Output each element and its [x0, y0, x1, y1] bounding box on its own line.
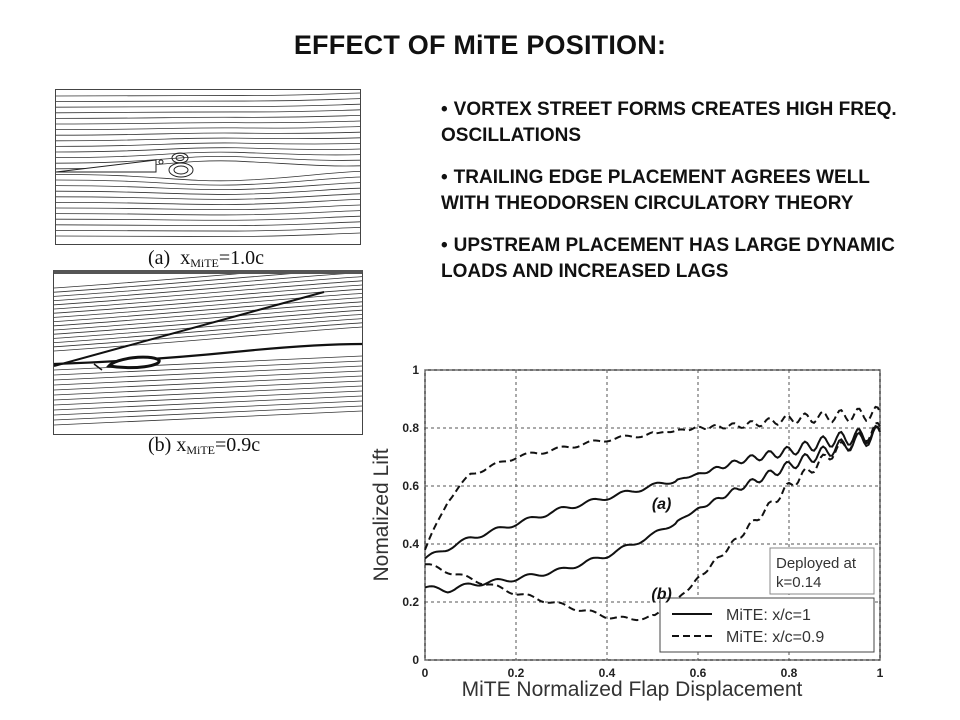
- x-tick-label: 0.8: [781, 666, 798, 680]
- legend-entry: MiTE: x/c=1: [726, 607, 811, 624]
- y-tick-label: 0.8: [402, 421, 419, 435]
- x-tick-label: 0: [422, 666, 429, 680]
- series-line-2: [424, 405, 881, 551]
- series-line-1: [424, 424, 881, 560]
- figure-caption-b: (b) xMiTE=0.9c: [148, 434, 261, 457]
- tick-labels: 0 0.2 0.4 0.6 0.8 1 0 0.2 0.4 0.6 0.8 1: [402, 363, 883, 680]
- curve-label: (a): [652, 496, 672, 513]
- streamline-plot-a: [55, 92, 361, 237]
- x-axis-label: MiTE Normalized Flap Displacement: [462, 678, 803, 701]
- y-tick-label: 0.6: [402, 479, 419, 493]
- lift-chart: 0 0.2 0.4 0.6 0.8 1 0 0.2 0.4 0.6 0.8 1 Nomalized L…: [370, 363, 884, 701]
- y-axis-label: Nomalized Lift: [370, 448, 393, 581]
- bullet-item: • UPSTREAM PLACEMENT HAS LARGE DYNAMIC LO…: [441, 235, 895, 282]
- bullet-item: • TRAILING EDGE PLACEMENT AGREES WELL WIT…: [441, 167, 870, 214]
- streamline-figure-b: [53, 263, 363, 435]
- x-tick-label: 1: [877, 666, 884, 680]
- curves: [424, 405, 881, 622]
- x-tick-label: 0.2: [508, 666, 525, 680]
- streamline-figure-a: [55, 89, 361, 245]
- x-tick-label: 0.4: [599, 666, 616, 680]
- legend: MiTE: x/c=1 MiTE: x/c=0.9: [659, 597, 875, 653]
- series-line-2: [424, 421, 881, 622]
- y-tick-label: 1: [412, 363, 419, 377]
- bullet-item: • VORTEX STREET FORMS CREATES HIGH FREQ. …: [441, 99, 897, 146]
- annotation-box: Deployed at k=0.14: [769, 547, 875, 595]
- y-tick-label: 0.4: [402, 537, 419, 551]
- curve-label: (b): [651, 586, 671, 603]
- y-tick-label: 0: [412, 653, 419, 667]
- legend-box: [659, 597, 875, 653]
- series-line-1: [424, 425, 881, 594]
- streamline-plot-b: [53, 263, 363, 426]
- annotation-line-2: k=0.14: [776, 574, 821, 591]
- legend-entry: MiTE: x/c=0.9: [726, 629, 824, 646]
- x-tick-label: 0.6: [690, 666, 707, 680]
- curve-labels: (a) (b): [651, 496, 671, 603]
- figure-caption-a: (a) xMiTE=1.0c: [148, 247, 265, 270]
- bullet-list: • VORTEX STREET FORMS CREATES HIGH FREQ. …: [441, 97, 911, 301]
- slide-title: EFFECT OF MiTE POSITION:: [293, 30, 667, 60]
- annotation-line-1: Deployed at: [776, 555, 857, 572]
- y-tick-label: 0.2: [402, 595, 419, 609]
